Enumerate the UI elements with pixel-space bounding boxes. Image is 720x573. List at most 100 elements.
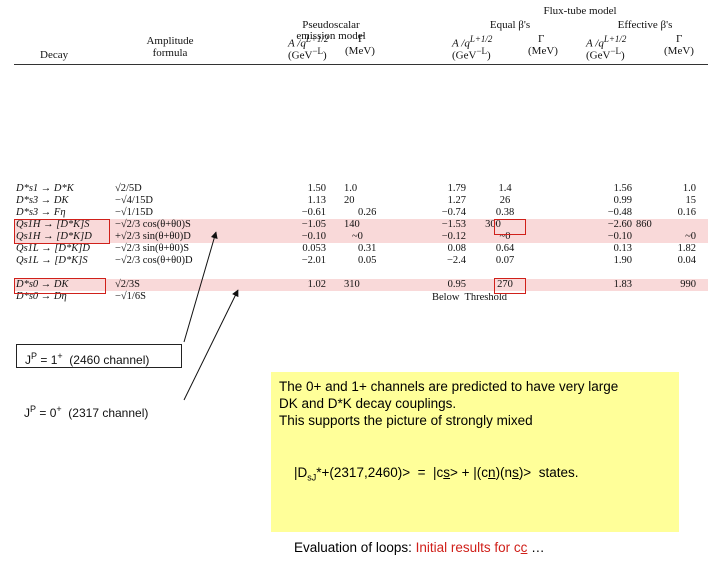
aq-text: A /q bbox=[586, 37, 604, 50]
eq-a-cell: 1.27 bbox=[447, 195, 466, 206]
amplitude-cell: −√2/3 sin(θ+θ0)S bbox=[115, 243, 190, 254]
ef-gamma-cell: 1.0 bbox=[682, 183, 696, 194]
table-row: Qs1H → [D*K]D +√2/3 sin(θ+θ0)D −0.10 ~0 … bbox=[0, 231, 720, 243]
ps-a-cell: −2.01 bbox=[301, 255, 326, 266]
gev-text: (GeV bbox=[452, 49, 477, 62]
state-sub: sJ bbox=[307, 472, 317, 483]
ef-gamma-cell: 860 bbox=[636, 219, 652, 230]
pseudoscalar-header-line2: emission model bbox=[296, 30, 366, 42]
ef-a-cell: 1.56 bbox=[613, 183, 632, 194]
ps-a-cell: 1.50 bbox=[307, 183, 326, 194]
eq-gamma-header: Γ bbox=[538, 33, 545, 45]
ps-gamma-cell: 0.31 bbox=[358, 243, 377, 254]
decay-cell: D*s0 → Dη bbox=[16, 291, 67, 302]
jp-0-eq: = 0 bbox=[36, 406, 57, 420]
eq-a-cell: −2.4 bbox=[446, 255, 466, 266]
jp-1-p: P bbox=[31, 351, 38, 361]
arrow-0plus-to-ds0 bbox=[183, 289, 239, 401]
eq-gev-header: (GeV−L) bbox=[452, 46, 491, 62]
gev-exp: −L bbox=[476, 46, 488, 56]
state-mid2: )(n bbox=[495, 465, 513, 480]
jp-1plus-label: JP = 1+ (2460 channel) bbox=[16, 344, 182, 368]
width-highlight-box-270 bbox=[494, 278, 526, 294]
ef-a-cell: −2.60 bbox=[607, 219, 632, 230]
notes-box: The 0+ and 1+ channels are predicted to … bbox=[271, 372, 679, 555]
below-threshold-note: Below Threshold bbox=[432, 292, 508, 303]
notes-line-2: DK and D*K decay couplings. bbox=[279, 396, 457, 411]
width-highlight-box-300 bbox=[494, 219, 526, 235]
aq-exp: L+1/2 bbox=[603, 34, 627, 44]
pseudoscalar-header-line1: Pseudoscalar bbox=[302, 19, 360, 31]
aq-text: A /q bbox=[288, 37, 306, 50]
state-prefix: |D bbox=[294, 465, 308, 480]
eval-end: … bbox=[527, 539, 545, 555]
jp-1-eq: = 1 bbox=[37, 353, 58, 367]
jp-0-j: J bbox=[24, 406, 30, 420]
ps-gamma-cell: 0.05 bbox=[358, 255, 377, 266]
ps-a-cell: 1.13 bbox=[307, 195, 326, 206]
ef-a-cell: −0.48 bbox=[607, 207, 632, 218]
notes-eval-line: Evaluation of loops: Initial results for… bbox=[279, 522, 671, 573]
gev-exp: −L bbox=[312, 46, 324, 56]
ef-a-cell: 0.99 bbox=[613, 195, 632, 206]
jp-0-p: P bbox=[30, 404, 37, 414]
gev-exp: −L bbox=[610, 46, 622, 56]
aq-exp: L+1/2 bbox=[469, 34, 493, 44]
eq-mev-header: (MeV) bbox=[528, 45, 558, 57]
eval-prefix: Evaluation of loops: bbox=[294, 539, 416, 555]
state-s2: s bbox=[512, 465, 519, 480]
jp-0-channel: (2317 channel) bbox=[61, 406, 149, 420]
ef-gamma-cell: 990 bbox=[680, 279, 696, 290]
amplitude-cell: +√2/3 sin(θ+θ0)D bbox=[115, 231, 191, 242]
decay-cell: D*s1 → D*K bbox=[16, 183, 74, 194]
notes-line-3: This supports the picture of strongly mi… bbox=[279, 413, 533, 428]
eq-a-cell: −1.53 bbox=[441, 219, 466, 230]
ef-gamma-cell: 15 bbox=[685, 195, 697, 206]
table-row: D*s3 → DK −√4/15D 1.13 20 1.27 26 0.99 1… bbox=[0, 195, 720, 207]
eq-a-cell: 0.95 bbox=[447, 279, 466, 290]
state-s: s bbox=[443, 465, 451, 480]
decay-cell: Qs1H → [D*K]S bbox=[16, 219, 90, 230]
notes-state-line: |DsJ*+(2317,2460)> = |cs> + |(cn)(ns)> s… bbox=[279, 447, 671, 504]
ps-gamma-cell: 0.26 bbox=[358, 207, 377, 218]
notes-line-1: The 0+ and 1+ channels are predicted to … bbox=[279, 379, 619, 394]
jp-0plus-label: JP = 0+ (2317 channel) bbox=[16, 400, 182, 420]
eq-a-cell: 1.79 bbox=[447, 183, 466, 194]
amplitude-cell: −√1/15D bbox=[115, 207, 153, 218]
eq-gamma-cell: 1.4 bbox=[498, 183, 512, 194]
equal-betas-header: Equal β's bbox=[489, 19, 531, 31]
ef-mev-header: (MeV) bbox=[664, 45, 694, 57]
jp-0-plus: + bbox=[56, 404, 62, 414]
eq-aq-header: A /qL+1/2 bbox=[452, 34, 492, 50]
ef-gev-header: (GeV−L) bbox=[586, 46, 625, 62]
decay-highlight-box-qs1h bbox=[14, 219, 110, 244]
amplitude-cell: −√1/6S bbox=[115, 291, 146, 302]
highlight-band-qs1h bbox=[14, 219, 708, 243]
state-rest: *+(2317,2460)> = |c bbox=[316, 465, 444, 480]
eq-a-cell: −0.74 bbox=[441, 207, 466, 218]
eq-gamma-cell: 270 bbox=[497, 279, 513, 290]
ps-gamma-cell: 20 bbox=[344, 195, 355, 206]
ps-gamma-cell: 310 bbox=[344, 279, 360, 290]
ps-aq-header: A /qL+1/2 bbox=[288, 34, 328, 50]
eq-gamma-cell: 26 bbox=[499, 195, 511, 206]
eval-c: c bbox=[520, 539, 528, 555]
decay-cell: D*s3 → DK bbox=[16, 195, 69, 206]
amplitude-cell: √2/5D bbox=[115, 183, 142, 194]
jp-1-j: J bbox=[25, 353, 31, 367]
ps-gamma-cell: 1.0 bbox=[344, 183, 358, 194]
aq-text: A /q bbox=[452, 37, 470, 50]
decay-cell: Qs1L → [D*K]D bbox=[16, 243, 90, 254]
amplitude-cell: −√2/3 cos(θ+θ0)S bbox=[115, 219, 191, 230]
ef-gamma-cell: 1.82 bbox=[677, 243, 696, 254]
flux-tube-model-header: Flux-tube model bbox=[543, 5, 617, 17]
ef-a-cell: 1.90 bbox=[613, 255, 632, 266]
state-mid: > + |(c bbox=[450, 465, 489, 480]
ps-mev-header: (MeV) bbox=[345, 45, 375, 57]
decay-cell: Qs1H → [D*K]D bbox=[16, 231, 92, 242]
jp-1-plus: + bbox=[57, 351, 63, 361]
table-row: D*s0 → DK √2/3S 1.02 310 0.95 270 1.83 9… bbox=[0, 279, 720, 291]
eq-gamma-cell: 0.07 bbox=[495, 255, 515, 266]
amplitude-header-line1: Amplitude bbox=[146, 35, 194, 47]
eq-a-cell: −0.12 bbox=[441, 231, 466, 242]
